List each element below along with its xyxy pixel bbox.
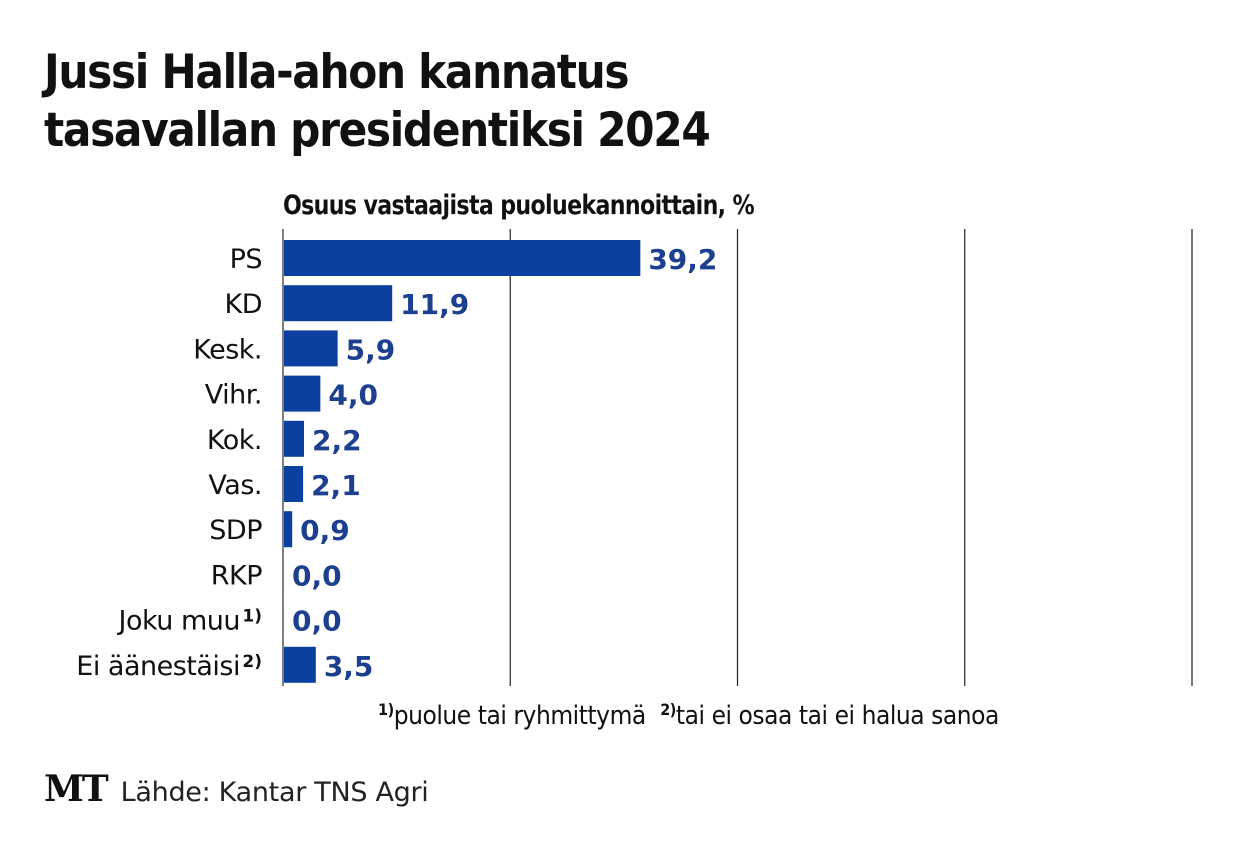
footer: MT Lähde: Kantar TNS Agri [44, 768, 429, 810]
category-label-2: Kesk. [193, 334, 262, 365]
bar-9 [284, 646, 316, 683]
category-label-5: Vas. [208, 470, 262, 501]
title-line-1: Jussi Halla-ahon kannatus [44, 45, 630, 100]
value-label-4: 2,2 [312, 424, 362, 457]
bars [284, 240, 641, 683]
value-label-3: 4,0 [328, 379, 378, 412]
bar-1 [284, 285, 393, 322]
category-label-6: SDP [209, 515, 262, 546]
value-labels: 39,2 11,95,9 4,0 2,2 2,1 0,9 0,0 0,0 3,5 [292, 243, 717, 683]
value-label-8: 0,0 [292, 605, 342, 638]
category-label-0: PS [230, 244, 262, 275]
footnote-1-marker: 1) [378, 700, 394, 719]
value-label-1: 11,9 [400, 288, 469, 321]
category-label-8: Joku muu [116, 606, 240, 637]
footnote-2-marker: 2) [660, 700, 676, 719]
bar-5 [284, 466, 304, 502]
footnote-1-text: puolue tai ryhmittymä [393, 701, 647, 731]
category-label-3: Vihr. [205, 380, 262, 411]
category-label-9: Ei äänestäisi [76, 651, 240, 682]
category-label-4: Kok. [207, 425, 262, 456]
bar-3 [284, 375, 321, 412]
source-text: Lähde: Kantar TNS Agri [120, 777, 429, 808]
category-superscript-9: 2) [242, 652, 262, 672]
value-label-5: 2,1 [311, 469, 361, 502]
value-label-6: 0,9 [300, 514, 350, 547]
bar-2 [284, 330, 338, 367]
category-labels: PS KD Kesk. Vihr. Kok. Vas. SDP RKP Joku muu 1) Ei… [76, 244, 262, 682]
mt-logo: MT [44, 768, 109, 810]
gridlines [282, 229, 1193, 686]
footnotes: 1)puolue tai ryhmittymä 2)tai ei osaa tai… [378, 700, 999, 731]
category-superscript-8: 1) [242, 607, 262, 627]
bar-4 [284, 420, 304, 457]
bar-0 [284, 240, 641, 276]
footnote-2-text: tai ei osaa tai ei halua sanoa [675, 701, 999, 731]
value-label-7: 0,0 [292, 559, 342, 592]
bar-6 [284, 511, 293, 548]
title-line-2: tasavallan presidentiksi 2024 [44, 103, 711, 158]
chart-title: Jussi Halla-ahon kannatus tasavallan pre… [44, 44, 711, 160]
value-label-9: 3,5 [324, 650, 374, 683]
value-label-0: 39,2 [648, 243, 717, 276]
chart-subtitle: Osuus vastaajista puoluekannoittain, % [283, 190, 755, 221]
category-label-7: RKP [211, 560, 262, 591]
value-label-2: 5,9 [346, 333, 396, 366]
category-label-1: KD [225, 289, 263, 320]
